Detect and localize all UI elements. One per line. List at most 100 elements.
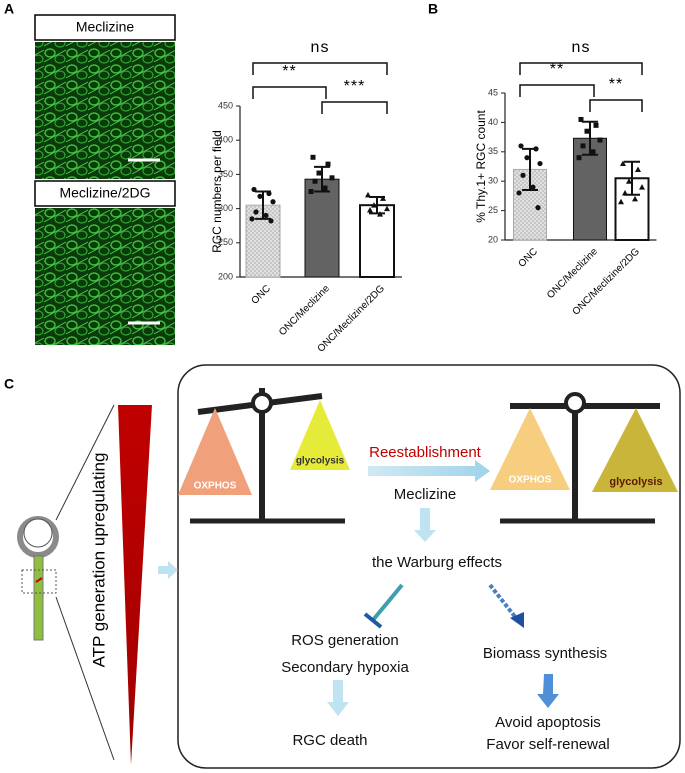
- arrow: [537, 674, 559, 708]
- data-point: [367, 206, 373, 213]
- y-tick-label: 200: [218, 271, 233, 281]
- data-point: [635, 166, 641, 172]
- significance-bracket: [519, 84, 595, 97]
- weight-label: glycolysis: [296, 456, 345, 467]
- optic-nerve: [33, 555, 44, 641]
- data-point: [626, 178, 632, 184]
- data-point: [622, 189, 628, 196]
- data-point: [310, 154, 316, 160]
- data-point: [632, 195, 638, 202]
- data-point: [266, 190, 272, 197]
- outcome-label: Favor self-renewal: [486, 736, 609, 753]
- data-point: [268, 218, 274, 224]
- connector: [55, 596, 115, 761]
- side-label: ATP generation upregulating: [89, 453, 108, 668]
- weight-label: OXPHOS: [509, 475, 552, 486]
- data-point: [620, 160, 626, 167]
- data-point: [322, 185, 328, 191]
- arrow: [158, 561, 178, 579]
- connector: [55, 404, 115, 521]
- data-point: [257, 193, 263, 199]
- pivot: [564, 392, 586, 414]
- bar: [304, 178, 340, 278]
- weight-label: glycolysis: [609, 476, 662, 488]
- panel-label: B: [428, 1, 438, 17]
- transition-label: Reestablishment: [369, 444, 482, 461]
- promote-line: [488, 583, 518, 620]
- weight: [178, 408, 252, 495]
- data-point: [533, 146, 539, 152]
- bar: [359, 204, 395, 278]
- y-tick-label: 30: [488, 176, 498, 186]
- weight: [490, 408, 570, 490]
- data-point: [251, 186, 257, 193]
- data-point: [537, 160, 543, 167]
- significance-label: **: [609, 76, 623, 93]
- data-point: [308, 189, 314, 194]
- error-bar: [314, 165, 330, 193]
- weight-label: OXPHOS: [194, 481, 237, 492]
- frame: [177, 364, 681, 769]
- image-label: Meclizine: [76, 19, 135, 35]
- gradient-triangle: [118, 405, 152, 765]
- image-label: Meclizine/2DG: [59, 185, 150, 201]
- data-point: [263, 212, 269, 219]
- arrow: [327, 680, 349, 716]
- significance-label: ns: [311, 39, 330, 56]
- y-tick-label: 40: [488, 117, 498, 127]
- data-point: [578, 116, 584, 122]
- data-point: [530, 184, 536, 190]
- significance-label: **: [282, 63, 296, 80]
- data-point: [639, 184, 645, 190]
- y-tick-label: 400: [218, 135, 233, 145]
- significance-bracket: [321, 101, 388, 114]
- significance-bracket: [252, 62, 388, 75]
- lens: [23, 518, 53, 548]
- data-point: [325, 161, 331, 167]
- y-tick-label: 45: [488, 87, 498, 97]
- y-tick-label: 25: [488, 205, 498, 215]
- y-tick-label: 20: [488, 234, 498, 244]
- weight: [592, 408, 678, 492]
- effect-label: the Warburg effects: [372, 554, 502, 571]
- y-tick-label: 350: [218, 169, 233, 179]
- outcome-label: RGC death: [292, 732, 367, 749]
- arrow-head: [510, 612, 524, 628]
- data-point: [270, 199, 276, 205]
- significance-label: ***: [344, 78, 366, 95]
- y-axis-label: % Thy.1+ RGC count: [474, 110, 488, 223]
- data-point: [516, 190, 522, 196]
- y-tick-label: 35: [488, 146, 498, 156]
- data-point: [597, 137, 603, 143]
- significance-bracket: [519, 62, 643, 75]
- inhibited-label: Secondary hypoxia: [281, 659, 409, 676]
- x-tick-label: ONC: [516, 246, 540, 270]
- data-point: [590, 149, 596, 155]
- data-point: [312, 178, 318, 184]
- data-point: [518, 143, 524, 149]
- x-tick-label: ONC/Meclizine: [277, 283, 332, 338]
- data-point: [253, 209, 259, 215]
- pivot: [251, 392, 273, 414]
- significance-label: **: [550, 61, 564, 78]
- data-point: [618, 198, 624, 205]
- data-point: [535, 205, 541, 211]
- promoted-label: Biomass synthesis: [483, 645, 607, 662]
- crush-mark: [35, 577, 43, 583]
- micrograph: [35, 42, 175, 179]
- data-point: [316, 170, 322, 176]
- image-label-box: [34, 14, 176, 41]
- panel-label: A: [4, 1, 14, 17]
- data-point: [371, 202, 377, 208]
- drug-label: Meclizine: [394, 486, 457, 503]
- data-point: [524, 155, 530, 161]
- significance-bracket: [589, 99, 643, 112]
- inhibit-line: [371, 583, 404, 622]
- data-point: [377, 211, 383, 217]
- arrow: [414, 508, 436, 542]
- panel-label: C: [4, 376, 14, 392]
- arrow: [368, 460, 490, 482]
- inhibit-bar: [363, 612, 383, 629]
- data-point: [584, 128, 590, 134]
